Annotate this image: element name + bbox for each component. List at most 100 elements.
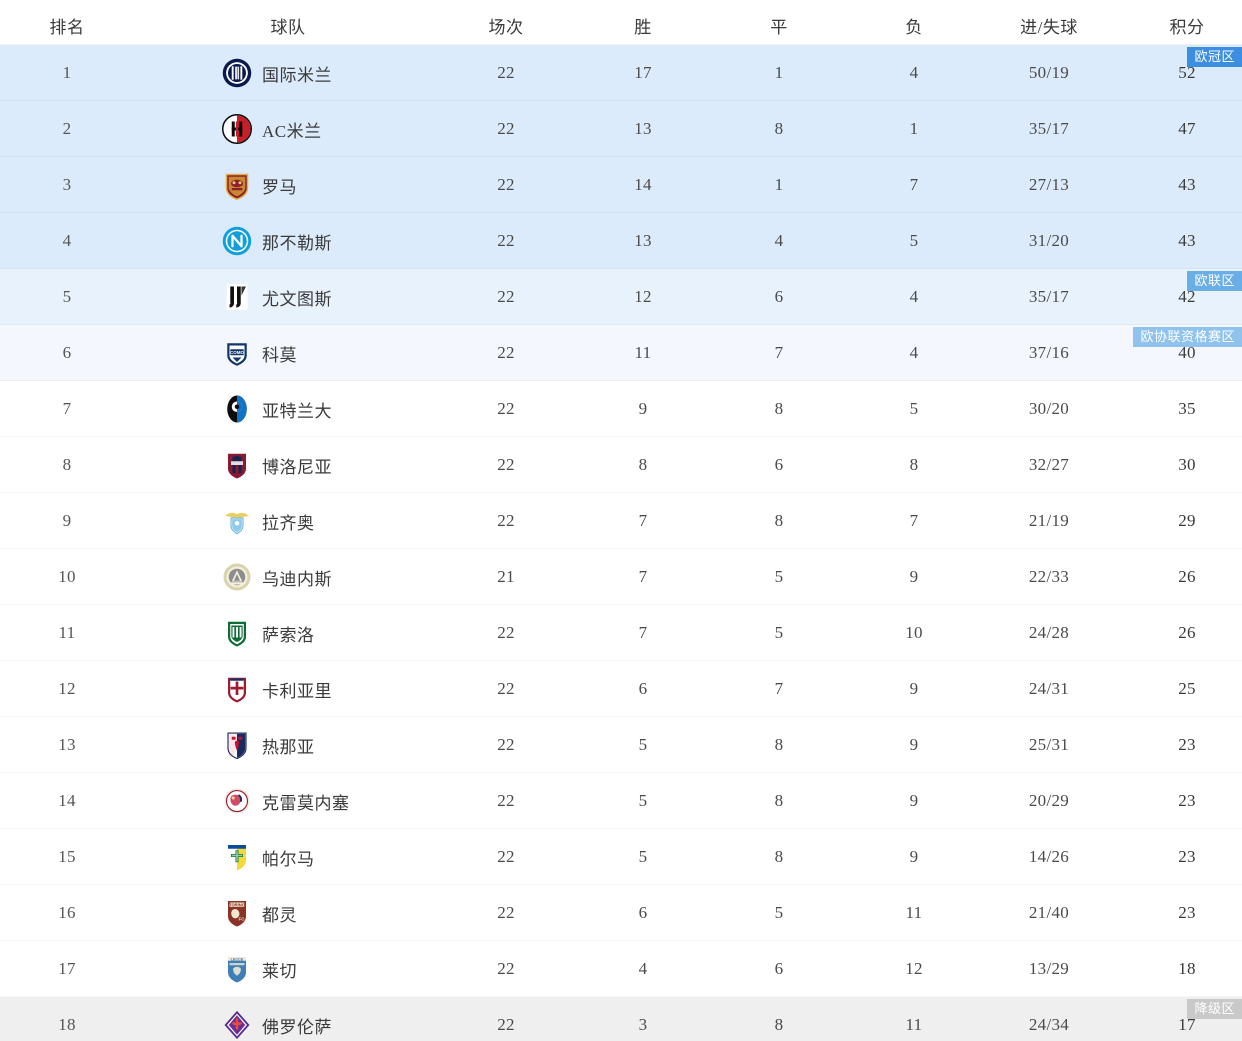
svg-text:COMO: COMO (230, 350, 244, 355)
cell-lost: 12 (905, 959, 923, 978)
table-row[interactable]: 8 博洛尼亚 22 8 6 8 32/27 30 (0, 437, 1242, 493)
table-row[interactable]: 3 罗马 22 14 1 7 27/13 43 (0, 157, 1242, 213)
cell-lost: 7 (909, 511, 919, 530)
cell-lost: 9 (909, 847, 919, 866)
table-row[interactable]: 13 热那亚 22 5 8 9 25/31 23 (0, 717, 1242, 773)
cell-team[interactable]: 那不勒斯 (222, 213, 332, 269)
cell-goals: 30/20 (1028, 399, 1070, 418)
cell-goals: 37/16 (1028, 343, 1070, 362)
cell-team[interactable]: 尤文图斯 (222, 269, 332, 325)
zone-badge-rel: 降级区 (1187, 999, 1242, 1019)
cell-played: 21 (497, 567, 515, 586)
table-row[interactable]: 16 TORINO FC 都灵 22 6 5 11 21/40 23 (0, 885, 1242, 941)
table-row[interactable]: 2 AC米兰 22 13 8 1 35/17 47 (0, 101, 1242, 157)
cell-rank: 8 (62, 455, 72, 474)
zone-band-none (0, 829, 1242, 885)
cell-team[interactable]: 克雷莫内塞 (222, 773, 350, 829)
cell-rank: 12 (58, 679, 76, 698)
cell-rank: 18 (58, 1015, 76, 1034)
cell-played: 22 (497, 791, 515, 810)
column-header-lost[interactable]: 负 (905, 18, 923, 37)
cell-team[interactable]: 拉齐奥 (222, 493, 315, 549)
table-row[interactable]: 10 乌迪内斯 21 7 5 9 22/33 26 (0, 549, 1242, 605)
napoli-logo (222, 226, 252, 256)
column-header-points[interactable]: 积分 (1169, 18, 1205, 37)
cell-won: 14 (634, 175, 652, 194)
cell-team[interactable]: 亚特兰大 (222, 381, 332, 437)
cell-won: 13 (634, 119, 652, 138)
table-row[interactable]: 7 亚特兰大 22 9 8 5 30/20 35 (0, 381, 1242, 437)
cell-played: 22 (497, 343, 515, 362)
cell-played: 22 (497, 231, 515, 250)
cell-won: 5 (638, 847, 648, 866)
cell-team[interactable]: 帕尔马 (222, 829, 315, 885)
cell-goals: 22/33 (1028, 567, 1070, 586)
cell-team[interactable]: 热那亚 (222, 717, 315, 773)
column-header-played[interactable]: 场次 (488, 18, 524, 37)
column-header-goals[interactable]: 进/失球 (1020, 18, 1078, 37)
cell-goals: 25/31 (1028, 735, 1070, 754)
cell-team[interactable]: 博洛尼亚 (222, 437, 332, 493)
zone-band-none (0, 717, 1242, 773)
cell-team[interactable]: TORINO FC 都灵 (222, 885, 297, 941)
table-row[interactable]: 15 帕尔马 22 5 8 9 14/26 23 (0, 829, 1242, 885)
cell-team[interactable]: 佛罗伦萨 (222, 997, 332, 1041)
table-row[interactable]: 6 COMO 科莫 22 11 7 4 37/16 40 (0, 325, 1242, 381)
cell-lost: 11 (905, 903, 923, 922)
column-header-drawn[interactable]: 平 (770, 18, 788, 37)
cell-played: 22 (497, 679, 515, 698)
cagliari-logo (222, 674, 252, 704)
table-row[interactable]: 5 尤文图斯 22 12 6 4 35/17 42 (0, 269, 1242, 325)
cell-goals: 35/17 (1028, 119, 1070, 138)
cell-played: 22 (497, 119, 515, 138)
column-header-team[interactable]: 球队 (270, 18, 306, 37)
cell-won: 5 (638, 735, 648, 754)
cell-played: 22 (497, 455, 515, 474)
cell-team[interactable]: 乌迪内斯 (222, 549, 332, 605)
zone-band-none (0, 773, 1242, 829)
table-row[interactable]: 17 LECCE 莱切 22 4 6 12 13/29 18 (0, 941, 1242, 997)
zone-band-uecl (0, 325, 1242, 381)
cell-drawn: 8 (774, 735, 784, 754)
table-header-row: 排名 球队 场次 胜 平 负 进/失球 积分 (0, 0, 1242, 45)
cell-drawn: 8 (774, 1015, 784, 1034)
table-row[interactable]: 1 国际米兰 22 17 1 4 50/19 52 (0, 45, 1242, 101)
cell-played: 22 (497, 959, 515, 978)
column-header-won[interactable]: 胜 (634, 18, 652, 37)
cell-goals: 24/34 (1028, 1015, 1070, 1034)
cell-drawn: 5 (774, 623, 784, 642)
cell-rank: 3 (62, 175, 72, 194)
column-header-rank[interactable]: 排名 (49, 18, 85, 37)
cell-team[interactable]: 卡利亚里 (222, 661, 332, 717)
udinese-logo (222, 562, 252, 592)
cell-rank: 1 (62, 63, 72, 82)
cell-played: 22 (497, 287, 515, 306)
cell-points: 26 (1178, 567, 1196, 586)
cell-drawn: 7 (774, 343, 784, 362)
cell-points: 43 (1178, 175, 1196, 194)
table-row[interactable]: 18 佛罗伦萨 22 3 8 11 24/34 17 (0, 997, 1242, 1041)
atalanta-logo (222, 394, 252, 424)
table-row[interactable]: 4 那不勒斯 22 13 4 5 31/20 43 (0, 213, 1242, 269)
cell-won: 8 (638, 455, 648, 474)
cell-drawn: 5 (774, 567, 784, 586)
table-row[interactable]: 14 克雷莫内塞 22 5 8 9 20/29 23 (0, 773, 1242, 829)
table-row[interactable]: 9 拉齐奥 22 7 8 7 21/19 29 (0, 493, 1242, 549)
cell-goals: 20/29 (1028, 791, 1070, 810)
table-row[interactable]: 11 萨索洛 22 7 5 10 24/28 26 (0, 605, 1242, 661)
cell-won: 4 (638, 959, 648, 978)
cell-team[interactable]: COMO 科莫 (222, 325, 297, 381)
cell-team[interactable]: LECCE 莱切 (222, 941, 297, 997)
cell-won: 11 (634, 343, 652, 362)
cell-team[interactable]: 罗马 (222, 157, 297, 213)
team-name: 国际米兰 (262, 65, 332, 85)
team-name: 热那亚 (262, 737, 315, 757)
cell-team[interactable]: AC米兰 (222, 101, 322, 157)
table-row[interactable]: 12 卡利亚里 22 6 7 9 24/31 25 (0, 661, 1242, 717)
cell-goals: 21/40 (1028, 903, 1070, 922)
cell-team[interactable]: 萨索洛 (222, 605, 315, 661)
cell-goals: 50/19 (1028, 63, 1070, 82)
cell-team[interactable]: 国际米兰 (222, 45, 332, 101)
cell-goals: 24/28 (1028, 623, 1070, 642)
